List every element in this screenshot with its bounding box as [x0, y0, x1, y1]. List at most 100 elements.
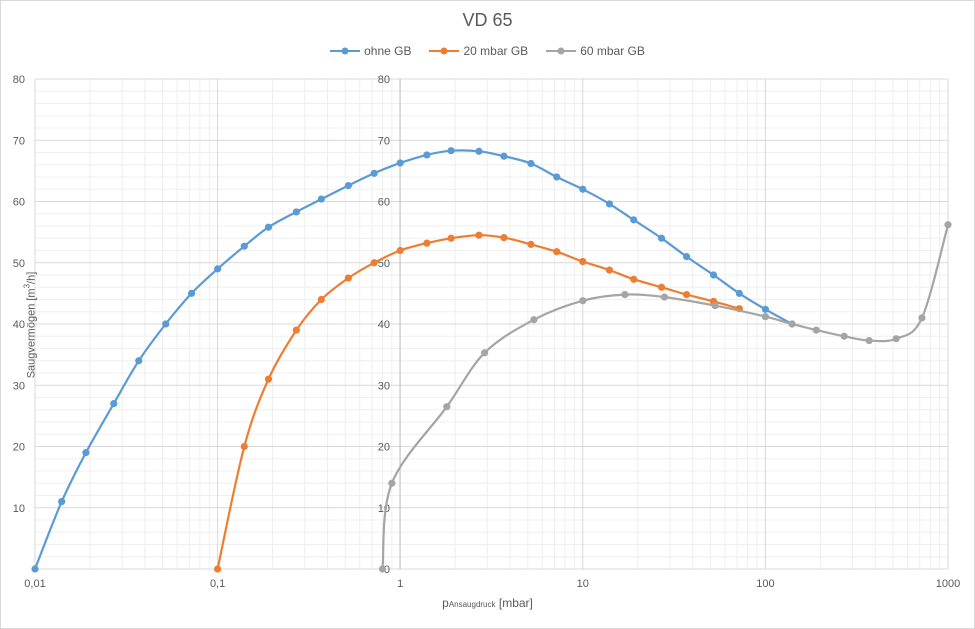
legend-label-20-mbar-gb: 20 mbar GB	[463, 44, 529, 58]
y-tick-label-left: 30	[13, 380, 25, 392]
y-tick-label-axis: 20	[378, 442, 390, 454]
legend-marker-ohne-gb	[330, 47, 361, 55]
data-point-ohne-gb	[475, 147, 483, 155]
data-point-60-mbar-gb	[481, 349, 489, 357]
x-axis-label: pAnsaugdruck [mbar]	[0, 596, 975, 610]
y-tick-label-left: 60	[13, 197, 25, 209]
x-axis-label-sub: Ansaugdruck	[448, 600, 496, 609]
x-axis-label-unit: [mbar]	[498, 596, 533, 610]
data-point-20-mbar-gb	[605, 266, 614, 274]
data-point-ohne-gb	[240, 242, 248, 250]
legend-item-60-mbar-gb: 60 mbar GB	[546, 44, 645, 58]
y-tick-label-left: 10	[13, 503, 25, 515]
y-axis-label-sup: 3	[22, 283, 32, 289]
data-point-60-mbar-gb	[711, 302, 719, 310]
data-point-20-mbar-gb	[264, 375, 273, 383]
data-point-ohne-gb	[579, 185, 587, 193]
data-point-ohne-gb	[214, 265, 222, 273]
data-point-ohne-gb	[162, 320, 170, 328]
data-point-ohne-gb	[761, 305, 770, 313]
y-tick-label-axis: 70	[378, 135, 390, 147]
data-point-20-mbar-gb	[396, 246, 404, 255]
data-point-ohne-gb	[605, 200, 614, 208]
chart-legend: ohne GB 20 mbar GB 60 mbar GB	[0, 44, 975, 58]
y-axis-label-end: /h]	[25, 271, 38, 284]
data-point-60-mbar-gb	[660, 293, 669, 301]
series-line-60-mbar-gb	[381, 224, 950, 570]
legend-label-60-mbar-gb: 60 mbar GB	[580, 44, 645, 58]
data-point-ohne-gb	[527, 159, 535, 168]
legend-item-ohne-gb: ohne GB	[330, 44, 411, 58]
data-point-60-mbar-gb	[812, 326, 820, 334]
y-tick-label-left: 40	[13, 319, 25, 331]
y-tick-label-axis: 80	[378, 74, 390, 86]
x-tick-label: 100	[756, 578, 774, 590]
data-point-60-mbar-gb	[621, 291, 629, 299]
x-tick-label: 0,1	[210, 578, 225, 590]
data-point-20-mbar-gb	[292, 326, 300, 334]
data-point-20-mbar-gb	[630, 275, 638, 283]
data-point-ohne-gb	[735, 289, 743, 297]
data-point-60-mbar-gb	[788, 320, 796, 328]
x-tick-label: 10	[577, 578, 589, 590]
series-line-ohne-gb	[33, 149, 793, 570]
y-tick-label-left: 70	[13, 135, 25, 147]
data-point-20-mbar-gb	[500, 234, 508, 242]
data-point-20-mbar-gb	[447, 234, 455, 242]
data-point-20-mbar-gb	[370, 259, 378, 267]
data-point-60-mbar-gb	[892, 335, 900, 343]
data-point-20-mbar-gb	[475, 231, 483, 239]
y-axis-label-main: Saugvermögen [m	[25, 288, 38, 379]
y-tick-label-axis: 30	[378, 380, 390, 392]
data-point-20-mbar-gb	[553, 248, 561, 256]
data-point-ohne-gb	[657, 234, 666, 242]
data-point-60-mbar-gb	[579, 297, 587, 305]
data-point-20-mbar-gb	[317, 295, 325, 304]
data-point-20-mbar-gb	[344, 274, 352, 282]
data-point-ohne-gb	[264, 223, 273, 231]
data-point-ohne-gb	[630, 216, 638, 224]
x-tick-label: 1	[397, 578, 403, 590]
x-axis-label-main: p	[442, 596, 449, 610]
data-point-60-mbar-gb	[378, 565, 387, 573]
y-axis-label: Saugvermögen [m3/h]	[23, 272, 38, 379]
data-point-60-mbar-gb	[443, 403, 451, 411]
data-point-60-mbar-gb	[840, 332, 848, 340]
data-point-ohne-gb	[553, 173, 561, 181]
data-point-60-mbar-gb	[918, 314, 926, 322]
data-point-ohne-gb	[344, 181, 352, 190]
data-point-20-mbar-gb	[579, 257, 587, 266]
data-point-ohne-gb	[317, 195, 325, 203]
y-tick-label-left: 50	[13, 258, 25, 270]
data-point-20-mbar-gb	[657, 283, 666, 291]
data-point-20-mbar-gb	[214, 565, 222, 573]
data-point-20-mbar-gb	[423, 239, 431, 247]
data-point-ohne-gb	[682, 253, 691, 261]
data-point-ohne-gb	[110, 400, 118, 408]
legend-marker-20-mbar-gb	[429, 47, 460, 55]
data-point-ohne-gb	[187, 289, 196, 297]
data-point-20-mbar-gb	[527, 240, 535, 248]
data-point-ohne-gb	[135, 357, 143, 365]
legend-marker-60-mbar-gb	[546, 47, 577, 55]
y-tick-label-axis: 0	[384, 564, 390, 576]
data-point-ohne-gb	[58, 498, 66, 506]
data-point-ohne-gb	[447, 147, 455, 155]
data-point-20-mbar-gb	[240, 442, 248, 451]
data-point-20-mbar-gb	[682, 291, 691, 299]
data-point-ohne-gb	[292, 208, 300, 216]
data-point-ohne-gb	[82, 449, 90, 457]
data-point-ohne-gb	[396, 159, 404, 167]
chart-title: VD 65	[462, 10, 513, 30]
y-tick-label-left: 80	[13, 74, 25, 86]
y-tick-label-left: 20	[13, 442, 25, 454]
data-point-60-mbar-gb	[530, 316, 538, 324]
data-point-ohne-gb	[31, 565, 39, 573]
legend-item-20-mbar-gb: 20 mbar GB	[429, 44, 528, 58]
y-tick-label-axis: 10	[378, 503, 390, 515]
data-point-60-mbar-gb	[388, 479, 396, 487]
data-point-ohne-gb	[709, 271, 718, 279]
x-tick-label: 0,01	[24, 578, 45, 590]
y-tick-label-axis: 50	[378, 258, 390, 270]
